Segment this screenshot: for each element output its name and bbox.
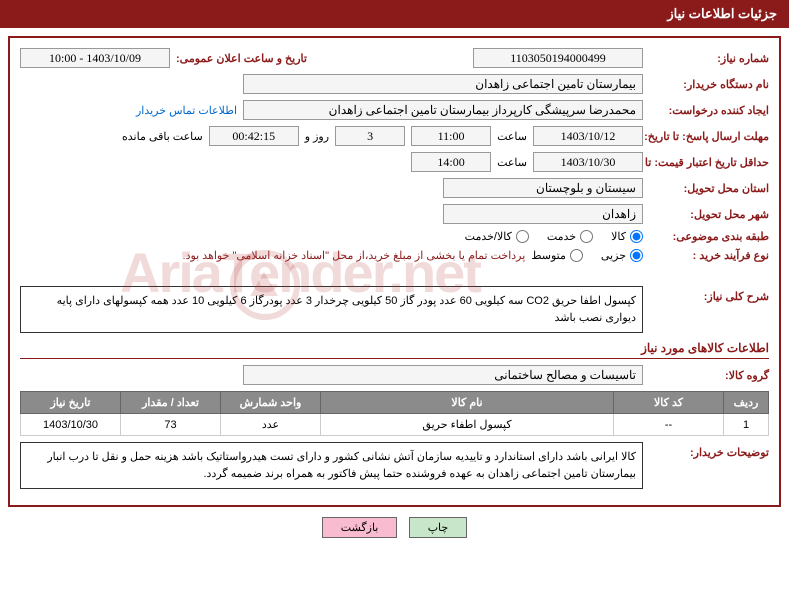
back-button[interactable]: بازگشت — [322, 517, 398, 538]
buyer-org-label: نام دستگاه خریدار: — [649, 78, 769, 91]
th-qty: تعداد / مقدار — [121, 392, 221, 414]
announce-label: تاریخ و ساعت اعلان عمومی: — [176, 52, 307, 65]
need-number-label: شماره نیاز: — [649, 52, 769, 65]
cell-code: -- — [614, 414, 724, 436]
remaining-label: ساعت باقی مانده — [122, 130, 203, 143]
radio-small-input[interactable] — [630, 249, 643, 262]
category-radio-group: کالا خدمت کالا/خدمت — [465, 230, 643, 243]
radio-goods-service-input[interactable] — [516, 230, 529, 243]
print-button[interactable]: چاپ — [409, 517, 468, 538]
table-row: 1 -- کپسول اطفاء حریق عدد 73 1403/10/30 — [21, 414, 769, 436]
deadline-date-input — [533, 126, 643, 146]
min-valid-date-input — [533, 152, 643, 172]
radio-small[interactable]: جزیی — [601, 249, 643, 262]
button-row: چاپ بازگشت — [0, 517, 789, 538]
summary-text: کپسول اطفا حریق CO2 سه کیلویی 60 عدد پود… — [20, 286, 643, 333]
countdown-input — [209, 126, 299, 146]
days-remaining-input — [335, 126, 405, 146]
radio-goods[interactable]: کالا — [611, 230, 643, 243]
goods-group-label: گروه کالا: — [649, 369, 769, 382]
radio-goods-input[interactable] — [630, 230, 643, 243]
category-label: طبقه بندی موضوعی: — [649, 230, 769, 243]
goods-group-input — [243, 365, 643, 385]
buyer-org-input — [243, 74, 643, 94]
radio-medium-input[interactable] — [570, 249, 583, 262]
time-label-1: ساعت — [497, 130, 527, 143]
th-name: نام کالا — [321, 392, 614, 414]
buyer-contact-link[interactable]: اطلاعات تماس خریدار — [136, 104, 237, 117]
page-header: جزئیات اطلاعات نیاز — [0, 0, 789, 28]
requester-input — [243, 100, 643, 120]
process-type-label: نوع فرآیند خرید : — [649, 249, 769, 262]
goods-info-title: اطلاعات کالاهای مورد نیاز — [20, 341, 769, 359]
radio-service[interactable]: خدمت — [547, 230, 593, 243]
announce-input — [20, 48, 170, 68]
cell-idx: 1 — [724, 414, 769, 436]
th-date: تاریخ نیاز — [21, 392, 121, 414]
th-row: ردیف — [724, 392, 769, 414]
min-valid-label: حداقل تاریخ اعتبار قیمت: تا تاریخ: — [649, 156, 769, 169]
deadline-time-input — [411, 126, 491, 146]
buyer-notes-label: توضیحات خریدار: — [649, 442, 769, 459]
requester-label: ایجاد کننده درخواست: — [649, 104, 769, 117]
th-unit: واحد شمارش — [221, 392, 321, 414]
buyer-notes-text: کالا ایرانی باشد دارای استاندارد و تایید… — [20, 442, 643, 489]
radio-service-input[interactable] — [580, 230, 593, 243]
process-note: پرداخت تمام یا بخشی از مبلغ خرید،از محل … — [183, 249, 526, 262]
need-number-input — [473, 48, 643, 68]
radio-goods-service[interactable]: کالا/خدمت — [465, 230, 529, 243]
cell-date: 1403/10/30 — [21, 414, 121, 436]
cell-unit: عدد — [221, 414, 321, 436]
delivery-city-label: شهر محل تحویل: — [649, 208, 769, 221]
radio-medium[interactable]: متوسط — [531, 249, 583, 262]
cell-qty: 73 — [121, 414, 221, 436]
delivery-province-label: استان محل تحویل: — [649, 182, 769, 195]
summary-label: شرح کلی نیاز: — [649, 286, 769, 303]
main-panel: شماره نیاز: تاریخ و ساعت اعلان عمومی: نا… — [8, 36, 781, 507]
cell-name: کپسول اطفاء حریق — [321, 414, 614, 436]
delivery-province-input — [443, 178, 643, 198]
goods-table: ردیف کد کالا نام کالا واحد شمارش تعداد /… — [20, 391, 769, 436]
deadline-send-label: مهلت ارسال پاسخ: تا تاریخ: — [649, 130, 769, 143]
page-title: جزئیات اطلاعات نیاز — [667, 6, 777, 21]
time-label-2: ساعت — [497, 156, 527, 169]
days-and-label: روز و — [305, 130, 329, 143]
th-code: کد کالا — [614, 392, 724, 414]
delivery-city-input — [443, 204, 643, 224]
min-valid-time-input — [411, 152, 491, 172]
process-radio-group: جزیی متوسط — [531, 249, 643, 262]
